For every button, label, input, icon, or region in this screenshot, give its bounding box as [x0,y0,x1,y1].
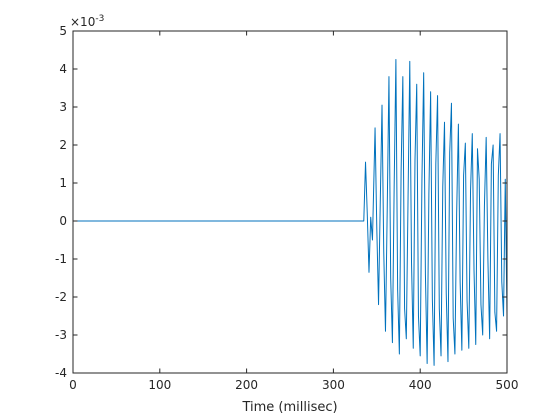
y-tick-label: 5 [59,24,67,38]
plot-area [73,31,507,373]
y-exponent-power: -3 [95,14,104,24]
x-tick-label: 100 [148,378,171,392]
x-tick-label: 500 [496,378,519,392]
y-exponent-base: ×10 [70,15,95,29]
y-tick-label: 0 [59,214,67,228]
x-tick-labels: 0 100 200 300 400 500 [69,378,518,392]
y-tick-label: 3 [59,100,67,114]
x-tick-label: 400 [409,378,432,392]
x-tick-label: 200 [235,378,258,392]
y-tick-label: 4 [59,62,67,76]
y-tick-label: 2 [59,138,67,152]
x-axis-label: Time (millisec) [241,400,337,415]
y-tick-label: -2 [55,290,67,304]
y-tick-label: -3 [55,328,67,342]
y-tick-label: 1 [59,176,67,190]
y-tick-label: -4 [55,366,67,380]
axes-box [72,30,508,374]
y-tick-label: -1 [55,252,67,266]
y-tick-labels: -4 -3 -2 -1 0 1 2 3 4 5 [55,24,67,380]
x-tick-label: 0 [69,378,77,392]
y-exponent-label: ×10-3 [70,14,104,29]
series-line-0 [73,59,508,366]
x-tick-label: 300 [322,378,345,392]
series-layer [73,59,508,366]
